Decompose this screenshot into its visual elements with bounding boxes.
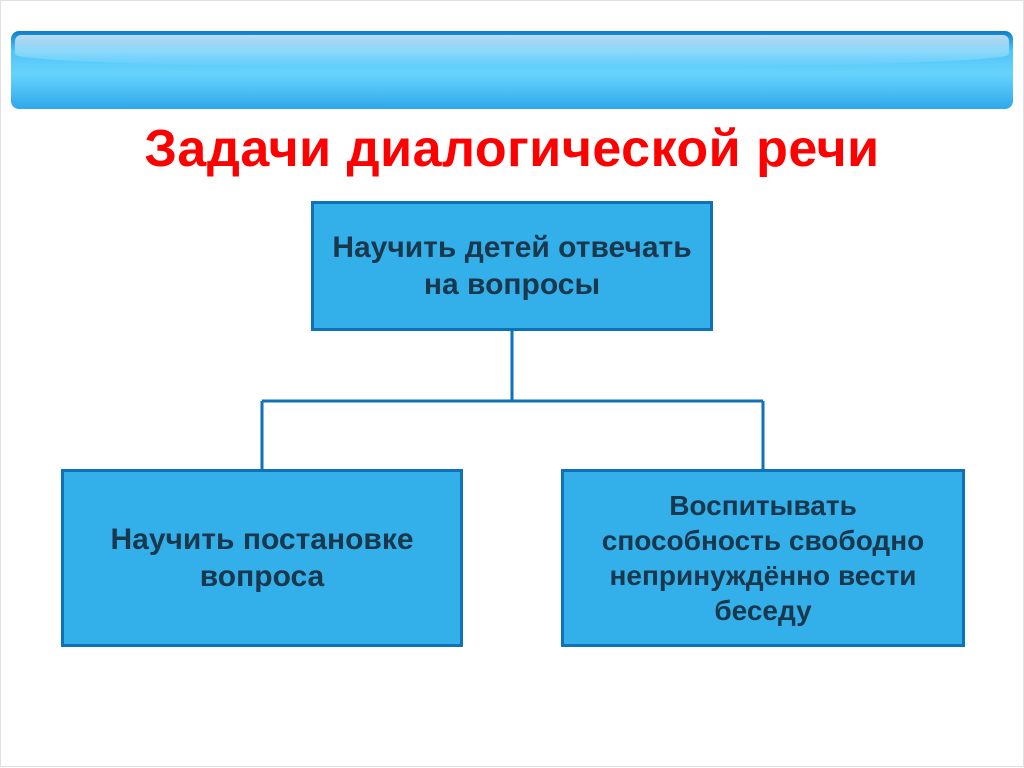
connector-lines: [1, 1, 1024, 768]
node-root-label: Научить детей отвечать на вопросы: [328, 229, 696, 304]
node-root: Научить детей отвечать на вопросы: [311, 201, 713, 331]
node-right-label: Воспитывать способность свободно неприну…: [578, 488, 948, 628]
slide: Задачи диалогической речи Научить детей …: [0, 0, 1024, 767]
slide-title: Задачи диалогической речи: [1, 119, 1023, 179]
header-band: [11, 31, 1013, 109]
node-left: Научить постановке вопроса: [61, 469, 463, 647]
node-left-label: Научить постановке вопроса: [78, 521, 446, 596]
node-right: Воспитывать способность свободно неприну…: [561, 469, 965, 647]
